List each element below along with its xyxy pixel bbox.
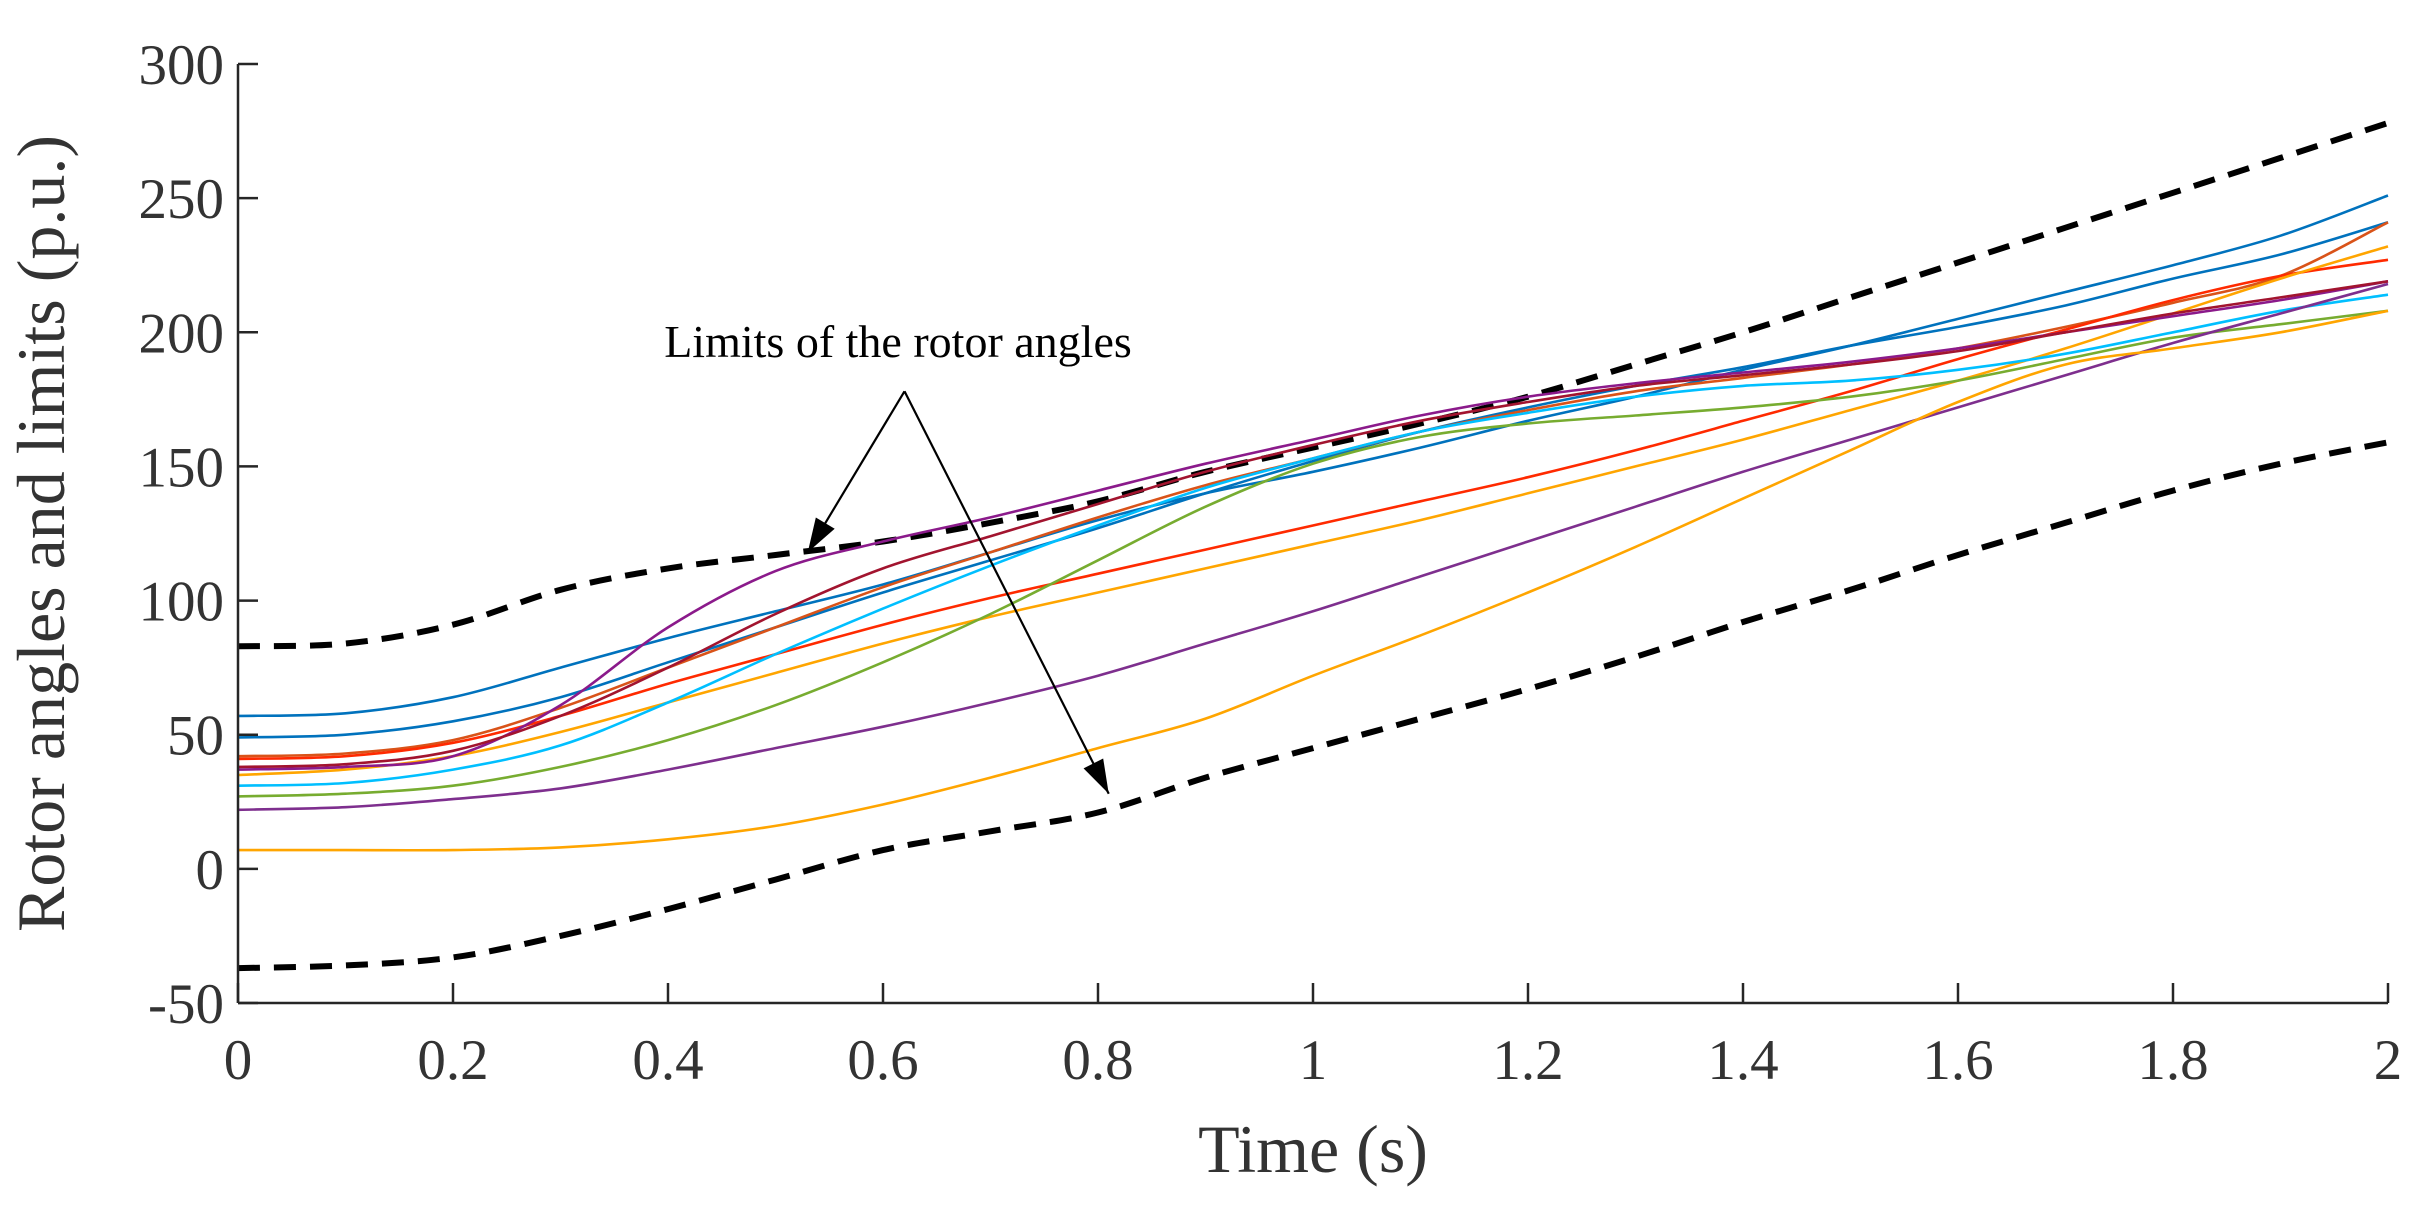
y-axis-title: Rotor angles and limits (p.u.): [3, 135, 79, 932]
limit-lines: [237, 120, 2389, 972]
series-line-10: [237, 280, 2389, 769]
y-tick-label: 0: [196, 839, 225, 902]
y-ticks: -50 0 50 100 150 200 250 300: [139, 34, 258, 1036]
x-tick-label: 1.2: [1492, 1029, 1563, 1092]
x-tick-label: 0.6: [847, 1029, 918, 1092]
y-tick-label: 50: [167, 705, 224, 768]
x-tick-label: 0.2: [417, 1029, 488, 1092]
lower-limit-line: [237, 439, 2389, 972]
x-tick-label: 2: [2374, 1029, 2403, 1092]
annotation-label: Limits of the rotor angles: [664, 316, 1132, 367]
x-axis-title: Time (s): [1198, 1111, 1428, 1187]
y-tick-label: 250: [139, 168, 225, 231]
x-tick-label: 1.8: [2137, 1029, 2208, 1092]
x-tick-label: 1.4: [1707, 1029, 1778, 1092]
upper-limit-line: [237, 120, 2389, 650]
plot-area: [238, 64, 2388, 1003]
series-line-8: [237, 282, 2389, 812]
x-tick-label: 1: [1299, 1029, 1328, 1092]
x-ticks: 0 0.2 0.4 0.6 0.8 1 1.2 1.4 1.6 1.8 2: [224, 983, 2403, 1092]
x-tick-label: 0: [224, 1029, 253, 1092]
annotation-arrowhead-1: [807, 517, 835, 553]
x-tick-label: 0.4: [632, 1029, 703, 1092]
series-line-2: [237, 221, 2389, 739]
series-line-1: [237, 194, 2389, 718]
annotation: Limits of the rotor angles: [664, 316, 1132, 795]
y-tick-label: 200: [139, 302, 225, 365]
plot-background: [238, 64, 2388, 1003]
series-line-6: [237, 293, 2389, 787]
y-tick-label: 100: [139, 571, 225, 634]
x-tick-label: 0.8: [1062, 1029, 1133, 1092]
annotation-arrowhead-2: [1083, 758, 1109, 794]
y-tick-label: -50: [148, 973, 224, 1036]
series-line-11: [237, 309, 2389, 852]
y-tick-label: 300: [139, 34, 225, 97]
series-line-7: [237, 309, 2389, 798]
series-lines: [237, 194, 2389, 852]
annotation-arrow-2: [903, 390, 1110, 795]
y-tick-label: 150: [139, 436, 225, 499]
x-tick-label: 1.6: [1922, 1029, 1993, 1092]
